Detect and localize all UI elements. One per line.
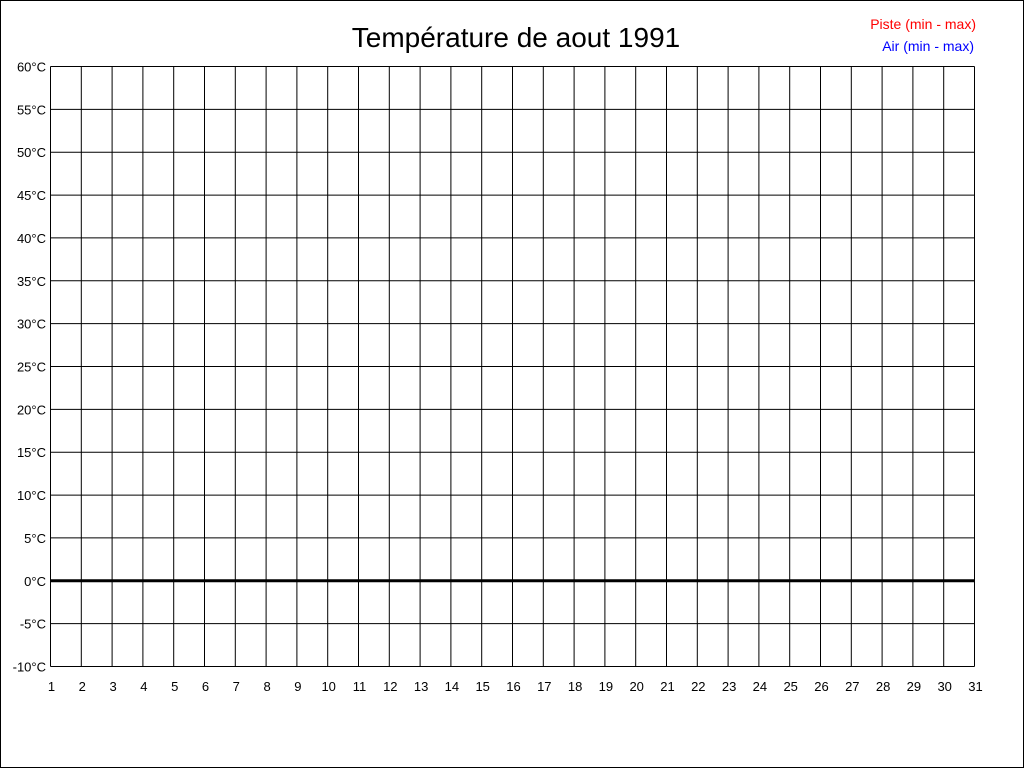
legend-air: Air (min - max) [882,38,974,54]
x-tick-label: 7 [233,679,240,694]
x-tick-label: 14 [445,679,459,694]
x-tick-label: 11 [353,679,367,694]
x-tick-label: 6 [202,679,209,694]
x-tick-label: 10 [321,679,335,694]
x-tick-label: 29 [907,679,921,694]
x-tick-label: 15 [475,679,489,694]
y-tick-label: 10°C [17,488,46,503]
x-tick-label: 24 [753,679,767,694]
y-tick-label: 5°C [24,531,46,546]
y-tick-label: -5°C [20,617,46,632]
y-tick-label: -10°C [13,660,46,675]
y-tick-label: 25°C [17,360,46,375]
x-tick-label: 13 [414,679,428,694]
chart-title: Température de aout 1991 [352,22,680,53]
grid [50,66,975,667]
y-tick-label: 20°C [17,402,46,417]
y-tick-label: 60°C [17,60,46,75]
x-tick-label: 27 [845,679,859,694]
y-tick-label: 40°C [17,231,46,246]
x-axis-labels: 1 2 3 4 5 6 7 8 9 10 11 12 13 14 15 16 17 18 19 20 21 22 23 24 2… [48,679,983,694]
x-tick-label: 2 [79,679,86,694]
x-tick-label: 9 [294,679,301,694]
y-tick-label: 15°C [17,445,46,460]
x-tick-label: 28 [876,679,890,694]
x-tick-label: 12 [383,679,397,694]
x-tick-label: 21 [660,679,674,694]
x-tick-label: 1 [48,679,55,694]
x-tick-label: 20 [629,679,643,694]
x-tick-label: 3 [109,679,116,694]
y-tick-label: 35°C [17,274,46,289]
y-tick-label: 50°C [17,145,46,160]
x-tick-label: 18 [568,679,582,694]
x-tick-label: 26 [814,679,828,694]
legend-piste: Piste (min - max) [870,16,976,32]
x-tick-label: 30 [937,679,951,694]
x-tick-label: 25 [783,679,797,694]
x-tick-label: 19 [599,679,613,694]
x-tick-label: 31 [968,679,982,694]
x-tick-label: 16 [506,679,520,694]
x-tick-label: 4 [140,679,147,694]
x-tick-label: 22 [691,679,705,694]
x-tick-label: 5 [171,679,178,694]
y-tick-label: 55°C [17,102,46,117]
x-tick-label: 8 [263,679,270,694]
y-axis-labels: 60°C 55°C 50°C 45°C 40°C 35°C 30°C 25°C 20°C 15°C… [13,60,46,675]
y-tick-label: 0°C [24,574,46,589]
y-tick-label: 45°C [17,188,46,203]
x-tick-label: 17 [537,679,551,694]
x-tick-label: 23 [722,679,736,694]
y-tick-label: 30°C [17,317,46,332]
